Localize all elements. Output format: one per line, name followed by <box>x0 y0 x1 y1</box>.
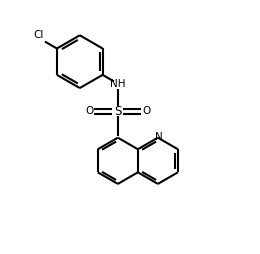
Text: O: O <box>85 106 94 116</box>
Text: N: N <box>155 132 163 142</box>
Text: S: S <box>114 105 121 118</box>
Text: O: O <box>142 106 150 116</box>
Text: NH: NH <box>110 79 126 89</box>
Text: Cl: Cl <box>33 30 44 40</box>
